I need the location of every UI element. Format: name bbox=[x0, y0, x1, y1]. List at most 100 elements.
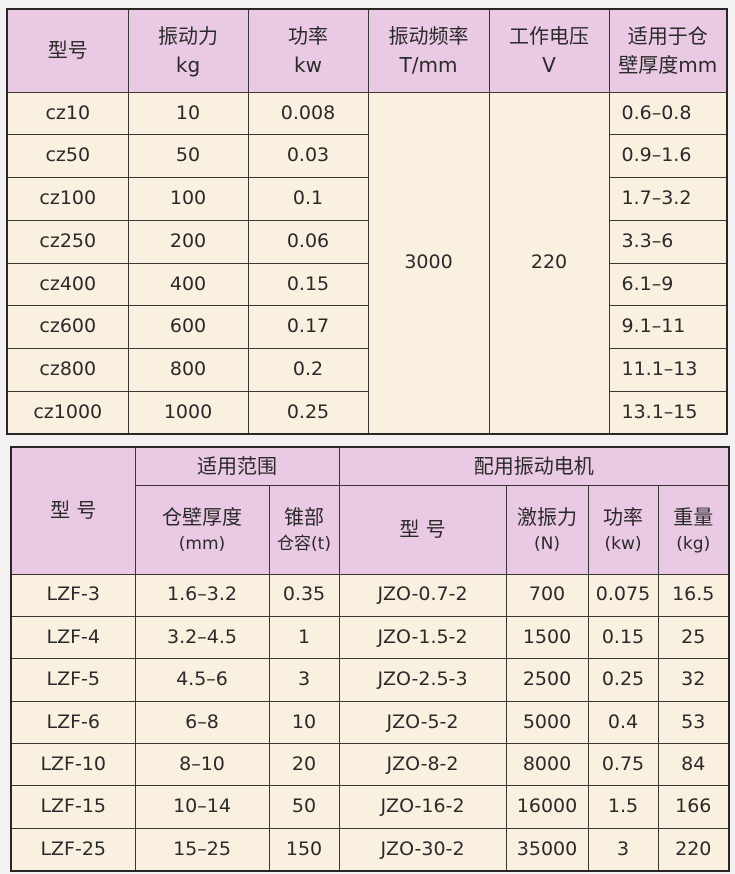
cell-force: 2500 bbox=[505, 658, 589, 702]
cell-thickness: 0.9–1.6 bbox=[608, 134, 728, 178]
cell-thickness: 15–25 bbox=[134, 827, 270, 872]
header-motor-model: 型 号 bbox=[338, 484, 507, 575]
bin-vibrator-table: 型 号 适用范围 配用振动电机 仓壁厚度 (mm) 锥部 仓容(t) 型 号 激振力… bbox=[10, 446, 730, 872]
header-text: 仓壁厚度 bbox=[162, 504, 242, 529]
table-row: LZF-15 10–14 50 JZO-16-2 16000 1.5 166 bbox=[10, 785, 730, 829]
cell-force: 800 bbox=[127, 348, 249, 392]
cell-motor: JZO-0.7-2 bbox=[338, 573, 507, 617]
cell-model: LZF-4 bbox=[10, 615, 136, 660]
cell-motor: JZO-2.5-3 bbox=[338, 658, 507, 702]
cell-power: 0.1 bbox=[247, 177, 369, 221]
cell-thickness: 13.1–15 bbox=[608, 390, 728, 435]
cell-power: 0.03 bbox=[247, 134, 369, 178]
table-row: cz10 10 0.008 3000 220 0.6–0.8 bbox=[6, 91, 728, 435]
header-unit: T/mm bbox=[399, 52, 458, 77]
cell-model: cz250 bbox=[6, 219, 129, 264]
cell-capacity: 3 bbox=[268, 658, 340, 702]
cell-power: 3 bbox=[587, 827, 659, 872]
cell-capacity: 150 bbox=[268, 827, 340, 872]
header-unit: V bbox=[542, 52, 556, 77]
table-row: cz1000 1000 0.25 13.1–15 bbox=[6, 390, 728, 435]
table-row: cz600 600 0.17 9.1–11 bbox=[6, 305, 728, 349]
table-row: cz50 50 0.03 0.9–1.6 bbox=[6, 134, 728, 178]
cell-model: LZF-5 bbox=[10, 658, 136, 702]
cell-motor: JZO-16-2 bbox=[338, 785, 507, 829]
table-row: cz400 400 0.15 6.1–9 bbox=[6, 262, 728, 307]
header-unit: kg bbox=[175, 52, 201, 77]
header-motor: 配用振动电机 bbox=[338, 446, 730, 486]
cell-voltage: 220 bbox=[488, 91, 610, 435]
table-row: LZF-5 4.5–6 3 JZO-2.5-3 2500 0.25 32 bbox=[10, 658, 730, 702]
cell-weight: 25 bbox=[657, 615, 730, 660]
header-model: 型号 bbox=[6, 8, 129, 93]
header-text: 型 号 bbox=[399, 517, 446, 541]
cell-capacity: 50 bbox=[268, 785, 340, 829]
header-unit: (N) bbox=[534, 533, 560, 554]
cell-model: LZF-6 bbox=[10, 700, 136, 745]
table-row: cz800 800 0.2 11.1–13 bbox=[6, 348, 728, 392]
cell-force: 600 bbox=[127, 305, 249, 349]
cell-force: 5000 bbox=[505, 700, 589, 745]
cell-frequency: 3000 bbox=[367, 91, 490, 435]
header-text: 锥部 bbox=[284, 504, 324, 529]
cell-thickness: 11.1–13 bbox=[608, 348, 728, 392]
cell-motor: JZO-8-2 bbox=[338, 743, 507, 787]
cell-motor: JZO-30-2 bbox=[338, 827, 507, 872]
cell-power: 0.15 bbox=[587, 615, 659, 660]
cell-motor: JZO-1.5-2 bbox=[338, 615, 507, 660]
header-excitation-force: 激振力 (N) bbox=[505, 484, 589, 575]
header-text: 功率 bbox=[603, 504, 643, 529]
table-row: cz100 100 0.1 1.7–3.2 bbox=[6, 177, 728, 221]
table-row: cz250 200 0.06 3.3–6 bbox=[6, 219, 728, 264]
cell-capacity: 10 bbox=[268, 700, 340, 745]
cell-model: cz100 bbox=[6, 177, 129, 221]
cell-thickness: 4.5–6 bbox=[134, 658, 270, 702]
cell-power: 0.06 bbox=[247, 219, 369, 264]
header-unit: 壁厚度mm bbox=[618, 52, 718, 77]
header-force: 振动力 kg bbox=[127, 8, 249, 93]
header-unit: kw bbox=[294, 52, 322, 77]
cell-force: 1500 bbox=[505, 615, 589, 660]
cell-force: 200 bbox=[127, 219, 249, 264]
table-row: LZF-4 3.2–4.5 1 JZO-1.5-2 1500 0.15 25 bbox=[10, 615, 730, 660]
header-voltage: 工作电压 V bbox=[488, 8, 610, 93]
header-weight: 重量 (kg) bbox=[657, 484, 730, 575]
cell-model: cz10 bbox=[6, 91, 129, 136]
cell-power: 0.075 bbox=[587, 573, 659, 617]
cell-capacity: 20 bbox=[268, 743, 340, 787]
header-thickness: 仓壁厚度 (mm) bbox=[134, 484, 270, 575]
cell-power: 0.4 bbox=[587, 700, 659, 745]
cell-thickness: 10–14 bbox=[134, 785, 270, 829]
header-model: 型 号 bbox=[10, 446, 136, 575]
table-header-row: 型号 振动力 kg 功率 kw 振动频率 T/mm 工作电压 V 适用于仓 壁厚度mm bbox=[6, 8, 728, 93]
header-unit: (mm) bbox=[178, 533, 226, 554]
cell-power: 0.15 bbox=[247, 262, 369, 307]
cell-force: 8000 bbox=[505, 743, 589, 787]
header-text: 振动频率 bbox=[388, 23, 469, 48]
header-thickness: 适用于仓 壁厚度mm bbox=[608, 8, 728, 93]
table-row: LZF-3 1.6–3.2 0.35 JZO-0.7-2 700 0.075 16.5 bbox=[10, 573, 730, 617]
cell-force: 700 bbox=[505, 573, 589, 617]
cell-force: 35000 bbox=[505, 827, 589, 872]
header-text: 振动力 bbox=[158, 23, 218, 48]
cell-model: cz600 bbox=[6, 305, 129, 349]
cell-thickness: 6–8 bbox=[134, 700, 270, 745]
table-subheader-row: 仓壁厚度 (mm) 锥部 仓容(t) 型 号 激振力 (N) 功率 (kw) 重量 (kg… bbox=[11, 484, 730, 575]
cell-force: 400 bbox=[127, 262, 249, 307]
header-text: 重量 bbox=[673, 504, 714, 529]
cell-thickness: 1.7–3.2 bbox=[608, 177, 728, 221]
cell-thickness: 8–10 bbox=[134, 743, 270, 787]
header-power: 功率 (kw) bbox=[587, 484, 659, 575]
cell-thickness: 0.6–0.8 bbox=[608, 91, 728, 136]
header-text: 工作电压 bbox=[509, 23, 589, 48]
cell-force: 1000 bbox=[127, 390, 249, 435]
cell-power: 0.2 bbox=[247, 348, 369, 392]
header-power: 功率 kw bbox=[247, 8, 369, 93]
cell-thickness: 9.1–11 bbox=[608, 305, 728, 349]
cell-power: 0.25 bbox=[247, 390, 369, 435]
header-capacity: 锥部 仓容(t) bbox=[268, 484, 340, 575]
cell-weight: 220 bbox=[657, 827, 730, 872]
cell-power: 0.008 bbox=[247, 91, 369, 136]
cell-model: cz800 bbox=[6, 348, 129, 392]
table-row: LZF-6 6–8 10 JZO-5-2 5000 0.4 53 bbox=[10, 700, 730, 745]
